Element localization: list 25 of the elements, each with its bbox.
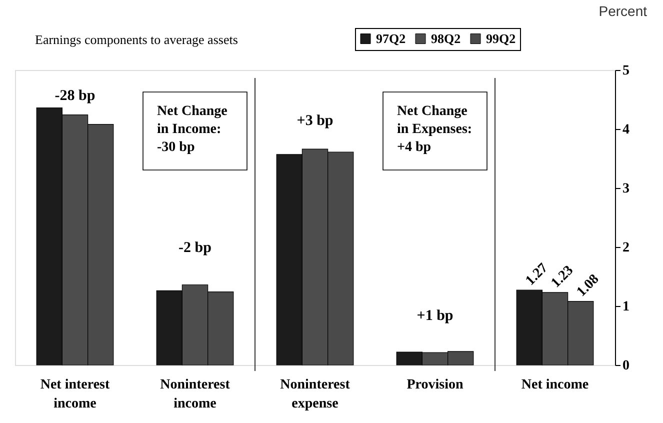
x-tick-label: Net income	[521, 378, 589, 392]
legend-label: 99Q2	[486, 30, 516, 46]
data-label: 1.23	[548, 263, 577, 292]
legend-label: 97Q2	[376, 30, 406, 46]
chart-title: Earnings components to average assets	[35, 32, 238, 47]
annotation: -28 bp	[54, 88, 96, 104]
annotation: Net Change in Expenses: +4 bp	[397, 104, 472, 155]
x-tick-label: Noninterest expense	[280, 378, 350, 412]
y-tick-label: 2	[622, 240, 630, 256]
x-tick-label: Provision	[406, 378, 464, 392]
annotation: +3 bp	[296, 113, 334, 129]
y-tick-label: 5	[622, 64, 630, 78]
y-axis-title: Percent	[598, 3, 648, 19]
annotation: Net Change in Income: -30 bp	[157, 104, 228, 155]
y-tick-label: 1	[622, 300, 630, 314]
data-label: 1.08	[574, 272, 602, 300]
legend-label: 98Q2	[431, 30, 461, 46]
x-tick-label: Noninterest income	[160, 378, 230, 412]
x-tick-label: Net interest income	[40, 378, 110, 412]
annotation: +1 bp	[416, 308, 454, 324]
data-label: 1.27	[523, 260, 551, 289]
y-tick-label: 3	[622, 182, 630, 196]
annotation: -2 bp	[178, 240, 212, 256]
y-tick-label: 4	[622, 122, 630, 138]
y-tick-label: 0	[622, 358, 630, 374]
